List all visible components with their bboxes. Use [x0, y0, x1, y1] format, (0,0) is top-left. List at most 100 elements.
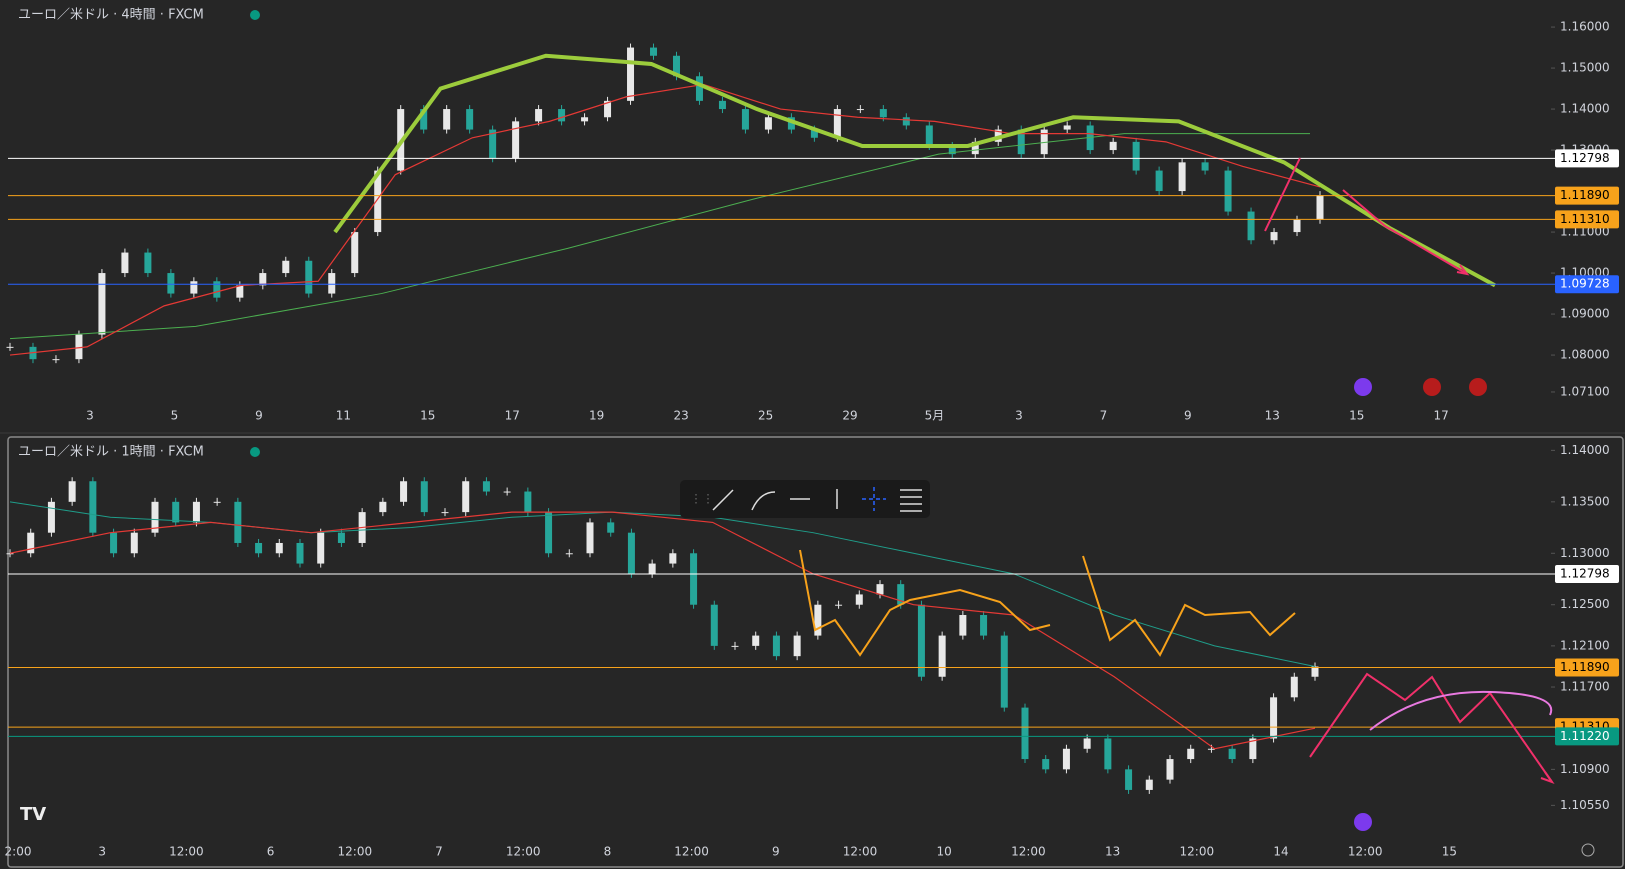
price-label: 1.14000	[1560, 443, 1610, 457]
candle	[512, 121, 520, 159]
candle	[1201, 162, 1209, 171]
candle	[462, 481, 470, 513]
time-label: 12:00	[506, 845, 541, 859]
level-badge	[1555, 186, 1619, 205]
time-label: 25	[758, 409, 773, 423]
time-label: 12:00	[1011, 845, 1046, 859]
candle	[1042, 759, 1050, 770]
time-label: 3	[1015, 409, 1023, 423]
drawing-arrowhead	[1456, 264, 1470, 276]
candle	[420, 109, 428, 130]
candle	[1316, 195, 1324, 220]
drawing-zigzag	[799, 549, 1051, 657]
time-label: 23	[674, 409, 689, 423]
candle	[1083, 738, 1091, 749]
time-label: 15	[1442, 845, 1457, 859]
time-label: 15	[1349, 409, 1364, 423]
settings-icon[interactable]	[1581, 843, 1595, 857]
candle	[1109, 141, 1117, 151]
time-label: 8	[604, 845, 612, 859]
time-label: 3	[98, 845, 106, 859]
candle	[1270, 232, 1278, 241]
candle	[855, 594, 863, 605]
candle	[1207, 748, 1215, 750]
us-flag-icon[interactable]	[1469, 378, 1487, 396]
candle	[1017, 129, 1025, 155]
candle	[172, 501, 180, 523]
candle	[328, 273, 336, 294]
time-label: 5月	[925, 409, 945, 423]
candle	[52, 359, 60, 361]
candle	[718, 100, 726, 110]
candle	[1021, 707, 1029, 760]
active-pane-border	[7, 436, 1624, 868]
moving-average	[9, 83, 1321, 356]
crosshair-tool[interactable]	[862, 487, 886, 511]
time-label: 7	[1100, 409, 1108, 423]
time-label: 12:00	[1348, 845, 1383, 859]
us-flag-icon[interactable]	[1423, 378, 1441, 396]
time-label: 2:00	[5, 845, 32, 859]
candle	[1293, 219, 1301, 233]
candle	[47, 501, 55, 533]
trend-line-tool[interactable]	[712, 489, 734, 511]
candle	[772, 635, 780, 657]
candle	[1228, 748, 1236, 760]
time-label: 5	[171, 409, 179, 423]
candle	[351, 232, 359, 274]
candle	[234, 501, 242, 543]
level-badge	[1555, 727, 1619, 746]
price-label: 1.09000	[1560, 307, 1610, 321]
candle	[1104, 738, 1112, 770]
moving-average	[333, 53, 1496, 288]
price-label: 1.13500	[1560, 494, 1610, 508]
price-label: 1.11700	[1560, 680, 1610, 694]
candle	[627, 47, 635, 101]
candle	[879, 109, 887, 118]
candle	[607, 522, 615, 533]
candle	[876, 584, 884, 595]
time-label: 6	[267, 845, 275, 859]
candle	[75, 334, 83, 360]
time-label: 9	[255, 409, 263, 423]
candle	[296, 542, 304, 564]
time-label: 11	[336, 409, 351, 423]
candle	[1247, 211, 1255, 241]
time-label: 19	[589, 409, 604, 423]
curve-tool[interactable]	[751, 491, 776, 511]
logo[interactable]: TV	[20, 804, 46, 825]
drawing-arrow	[1342, 189, 1468, 275]
time-label: 9	[1184, 409, 1192, 423]
candle	[190, 281, 198, 294]
candle	[213, 281, 221, 298]
time-label: 17	[505, 409, 520, 423]
candle	[259, 273, 267, 286]
candle	[764, 117, 772, 130]
candle	[1224, 170, 1232, 212]
event-icon[interactable]	[1354, 378, 1372, 396]
level-label: 1.11890	[1560, 660, 1610, 674]
event-icon[interactable]	[1354, 813, 1372, 831]
candle	[374, 170, 382, 233]
time-label: 14	[1273, 845, 1288, 859]
candle	[420, 481, 428, 513]
parallel-tool[interactable]	[900, 489, 922, 512]
candle	[650, 47, 658, 56]
moving-average	[9, 133, 1310, 340]
candle	[810, 129, 818, 138]
time-label: 12:00	[843, 845, 878, 859]
candle	[741, 109, 749, 130]
candle	[130, 532, 138, 554]
drag-handle[interactable]: ⋮⋮	[690, 492, 714, 506]
price-label: 1.07100	[1560, 384, 1610, 398]
level-label: 1.11310	[1560, 212, 1610, 226]
candle	[1178, 162, 1186, 192]
candle	[192, 501, 200, 523]
candle	[835, 604, 843, 606]
candle	[213, 501, 221, 503]
candle	[317, 532, 325, 564]
candle	[1040, 129, 1048, 155]
candle	[690, 553, 698, 605]
status-dot	[250, 447, 260, 457]
level-badge	[1555, 210, 1619, 229]
